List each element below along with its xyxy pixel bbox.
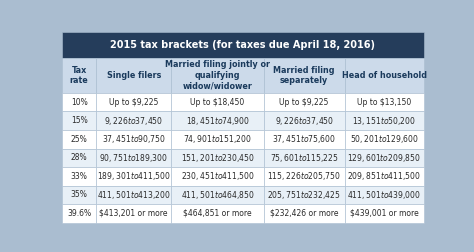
Text: $411,501 to $439,000: $411,501 to $439,000 bbox=[347, 189, 421, 201]
Bar bbox=[96, 148, 172, 167]
Text: $205,751 to $232,425: $205,751 to $232,425 bbox=[267, 189, 341, 201]
Bar bbox=[96, 93, 172, 111]
Text: $115,226 to $205,750: $115,226 to $205,750 bbox=[267, 170, 341, 182]
Bar bbox=[345, 148, 424, 167]
Bar bbox=[264, 93, 345, 111]
Text: $74,901 to $151,200: $74,901 to $151,200 bbox=[183, 133, 252, 145]
Text: 28%: 28% bbox=[71, 153, 87, 162]
Bar bbox=[96, 204, 172, 223]
Bar bbox=[172, 57, 264, 93]
Bar bbox=[345, 93, 424, 111]
Bar bbox=[172, 93, 264, 111]
Bar bbox=[62, 57, 96, 93]
Bar bbox=[96, 130, 172, 148]
Text: 10%: 10% bbox=[71, 98, 88, 107]
Text: $75,601 to $115,225: $75,601 to $115,225 bbox=[270, 152, 338, 164]
Text: Up to $9,225: Up to $9,225 bbox=[109, 98, 158, 107]
Bar bbox=[96, 167, 172, 186]
Text: $13,151 to $50,200: $13,151 to $50,200 bbox=[352, 115, 416, 127]
Text: $232,426 or more: $232,426 or more bbox=[270, 209, 338, 218]
Text: 33%: 33% bbox=[71, 172, 88, 181]
Bar bbox=[264, 57, 345, 93]
Text: 39.6%: 39.6% bbox=[67, 209, 91, 218]
Bar bbox=[62, 111, 96, 130]
Text: Up to $13,150: Up to $13,150 bbox=[357, 98, 411, 107]
Bar bbox=[62, 93, 96, 111]
Text: 25%: 25% bbox=[71, 135, 88, 144]
Text: $464,851 or more: $464,851 or more bbox=[183, 209, 252, 218]
Text: 2015 tax brackets (for taxes due April 18, 2016): 2015 tax brackets (for taxes due April 1… bbox=[110, 40, 375, 50]
Bar bbox=[264, 111, 345, 130]
Bar bbox=[62, 186, 96, 204]
Bar bbox=[62, 204, 96, 223]
Bar bbox=[345, 186, 424, 204]
Text: $129,601 to $209,850: $129,601 to $209,850 bbox=[347, 152, 421, 164]
Bar bbox=[345, 57, 424, 93]
Text: 35%: 35% bbox=[71, 191, 88, 199]
Bar bbox=[62, 130, 96, 148]
Text: $9,226 to $37,450: $9,226 to $37,450 bbox=[274, 115, 334, 127]
Text: Single filers: Single filers bbox=[107, 71, 161, 80]
Bar bbox=[96, 57, 172, 93]
Bar bbox=[62, 167, 96, 186]
Text: $439,001 or more: $439,001 or more bbox=[350, 209, 419, 218]
Bar bbox=[172, 204, 264, 223]
Text: $37,451 to $90,750: $37,451 to $90,750 bbox=[102, 133, 166, 145]
Bar bbox=[172, 130, 264, 148]
Text: Married filing jointly or
qualifying
widow/widower: Married filing jointly or qualifying wid… bbox=[165, 60, 270, 90]
Bar bbox=[264, 167, 345, 186]
Text: 15%: 15% bbox=[71, 116, 88, 125]
Bar bbox=[172, 148, 264, 167]
Text: $18,451 to $74,900: $18,451 to $74,900 bbox=[185, 115, 249, 127]
Bar bbox=[62, 32, 424, 57]
Bar bbox=[172, 186, 264, 204]
Bar bbox=[345, 204, 424, 223]
Text: Up to $9,225: Up to $9,225 bbox=[280, 98, 329, 107]
Text: $151,201 to $230,450: $151,201 to $230,450 bbox=[181, 152, 255, 164]
Text: $50,201 to $129,600: $50,201 to $129,600 bbox=[350, 133, 419, 145]
Bar bbox=[264, 148, 345, 167]
Bar bbox=[62, 148, 96, 167]
Text: Head of household: Head of household bbox=[342, 71, 427, 80]
Bar bbox=[345, 130, 424, 148]
Text: $230,451 to $411,500: $230,451 to $411,500 bbox=[181, 170, 255, 182]
Bar bbox=[345, 167, 424, 186]
Text: Up to $18,450: Up to $18,450 bbox=[191, 98, 245, 107]
Bar bbox=[96, 186, 172, 204]
Bar bbox=[264, 186, 345, 204]
Text: $413,201 or more: $413,201 or more bbox=[100, 209, 168, 218]
Bar bbox=[264, 130, 345, 148]
Bar bbox=[345, 111, 424, 130]
Text: $189,301 to $411,500: $189,301 to $411,500 bbox=[97, 170, 171, 182]
Text: $209,851 to $411,500: $209,851 to $411,500 bbox=[347, 170, 421, 182]
Text: Tax
rate: Tax rate bbox=[70, 66, 89, 85]
Bar bbox=[172, 111, 264, 130]
Text: Married filing
separately: Married filing separately bbox=[273, 66, 335, 85]
Bar bbox=[172, 167, 264, 186]
Text: $411,501 to $464,850: $411,501 to $464,850 bbox=[181, 189, 255, 201]
Bar bbox=[264, 204, 345, 223]
Text: $37,451 to $75,600: $37,451 to $75,600 bbox=[272, 133, 336, 145]
Bar bbox=[96, 111, 172, 130]
Text: $411,501 to $413,200: $411,501 to $413,200 bbox=[97, 189, 171, 201]
Text: $9,226 to $37,450: $9,226 to $37,450 bbox=[104, 115, 164, 127]
Text: $90,751 to $189,300: $90,751 to $189,300 bbox=[100, 152, 168, 164]
